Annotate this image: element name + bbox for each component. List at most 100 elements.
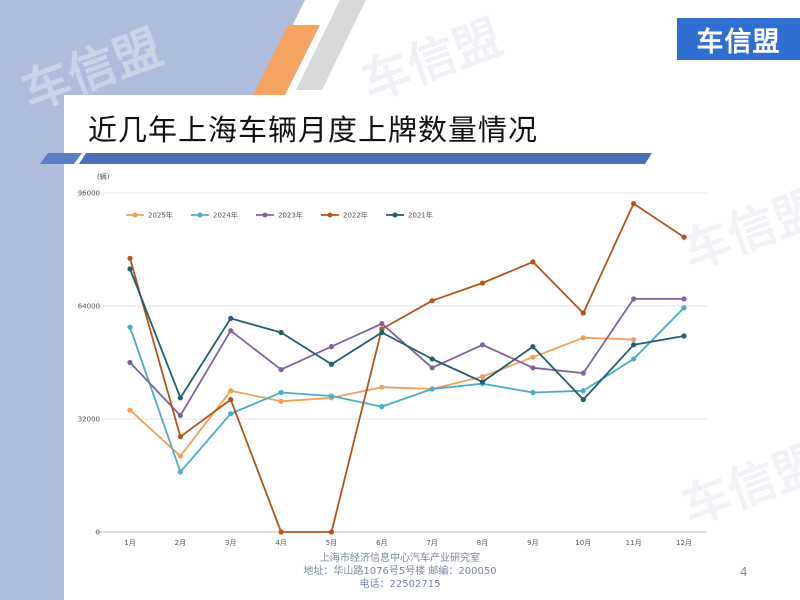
legend-label: 2025年 (148, 211, 173, 220)
grey-stripe (296, 0, 366, 90)
slide-title: 近几年上海车辆月度上牌数量情况 (88, 113, 539, 147)
data-point (429, 386, 435, 392)
data-point (530, 365, 536, 371)
legend-label: 2021年 (408, 211, 433, 220)
data-point (530, 389, 536, 396)
data-point (631, 200, 637, 207)
y-tick-label: 0 (96, 529, 100, 537)
data-point (228, 315, 234, 321)
footer-line-1: 上海市经济信息中心汽车产业研究室 (320, 553, 480, 564)
data-point (328, 393, 335, 399)
data-point (127, 359, 133, 366)
legend-marker (132, 212, 138, 218)
data-point (631, 342, 637, 348)
legend-label: 2022年 (343, 211, 368, 220)
data-point (681, 333, 687, 339)
data-point (631, 296, 637, 302)
data-point (278, 329, 284, 336)
data-point (379, 384, 385, 390)
data-point (580, 370, 586, 376)
series-line (129, 336, 634, 457)
brand-logo: 车信盟 (677, 18, 800, 60)
data-point (328, 361, 335, 367)
data-point (429, 298, 435, 304)
data-point (278, 389, 284, 396)
footer-line-3: 电话：22502715 (359, 579, 441, 590)
x-tick-label: 2月 (175, 539, 186, 547)
y-tick-label: 64000 (78, 303, 100, 311)
data-point (479, 342, 486, 348)
x-tick-label: 9月 (527, 539, 538, 547)
footer-line-2: 地址：华山路1076号5号楼 邮编：200050 (303, 566, 497, 577)
data-point (681, 305, 687, 311)
left-band (0, 0, 64, 600)
data-point (177, 395, 183, 401)
data-point (278, 398, 284, 404)
data-point (177, 453, 183, 459)
data-point (530, 354, 536, 360)
chart-legend: 2025年 2024年 2023年 2022年 2021年 (126, 211, 433, 220)
data-point (228, 396, 234, 403)
content-panel (64, 95, 800, 600)
y-unit-label: (辆) (97, 172, 110, 181)
legend-marker (327, 212, 333, 218)
data-point (228, 388, 234, 394)
data-point (479, 374, 486, 380)
legend-label: 2024年 (213, 211, 238, 220)
x-tick-label: 6月 (376, 539, 387, 547)
y-tick-label: 32000 (78, 416, 100, 424)
data-point (228, 411, 234, 417)
data-point (328, 529, 335, 535)
data-point (177, 412, 183, 419)
chart-grid (95, 192, 707, 533)
data-point (681, 234, 687, 240)
page-number: 4 (740, 565, 748, 579)
data-point (379, 404, 385, 410)
footer: 上海市经济信息中心汽车产业研究室 地址：华山路1076号5号楼 邮编：20005… (250, 552, 550, 591)
data-point (278, 366, 284, 373)
data-point (127, 255, 133, 261)
data-point (479, 280, 486, 286)
data-point (328, 344, 335, 350)
x-tick-label: 5月 (326, 539, 337, 547)
x-tick-label: 11月 (626, 539, 642, 547)
x-tick-label: 3月 (225, 539, 236, 547)
data-point (127, 324, 133, 330)
top-band (0, 0, 305, 95)
series-line (129, 268, 685, 401)
data-point (631, 356, 637, 362)
data-point (177, 434, 183, 440)
data-point (580, 396, 586, 403)
data-point (580, 335, 586, 341)
chart-axes: (辆) 0 32000 64000 96000 1月 2月 3月 4月 5月 6月 7月 8月 9月 10月… (78, 172, 692, 547)
series-line (129, 202, 685, 533)
legend-marker (262, 212, 268, 218)
orange-stripe (253, 25, 320, 95)
data-point (379, 321, 385, 327)
data-point (429, 365, 435, 371)
data-point (278, 529, 284, 535)
data-point (429, 356, 435, 362)
x-tick-label: 4月 (275, 539, 286, 547)
x-tick-label: 10月 (575, 539, 591, 547)
data-point (379, 329, 385, 336)
data-point (530, 259, 536, 265)
x-tick-label: 8月 (477, 539, 488, 547)
data-point (530, 344, 536, 350)
data-point (177, 469, 183, 475)
data-point (580, 310, 586, 316)
chart-series (127, 200, 687, 535)
x-tick-label: 1月 (124, 539, 135, 547)
data-point (127, 407, 133, 413)
x-tick-label: 7月 (426, 539, 437, 547)
data-point (228, 328, 234, 334)
data-point (631, 336, 637, 343)
data-point (681, 296, 687, 302)
x-tick-label: 12月 (676, 539, 692, 547)
data-point (127, 266, 133, 272)
data-point (479, 379, 486, 385)
data-point (580, 388, 586, 394)
